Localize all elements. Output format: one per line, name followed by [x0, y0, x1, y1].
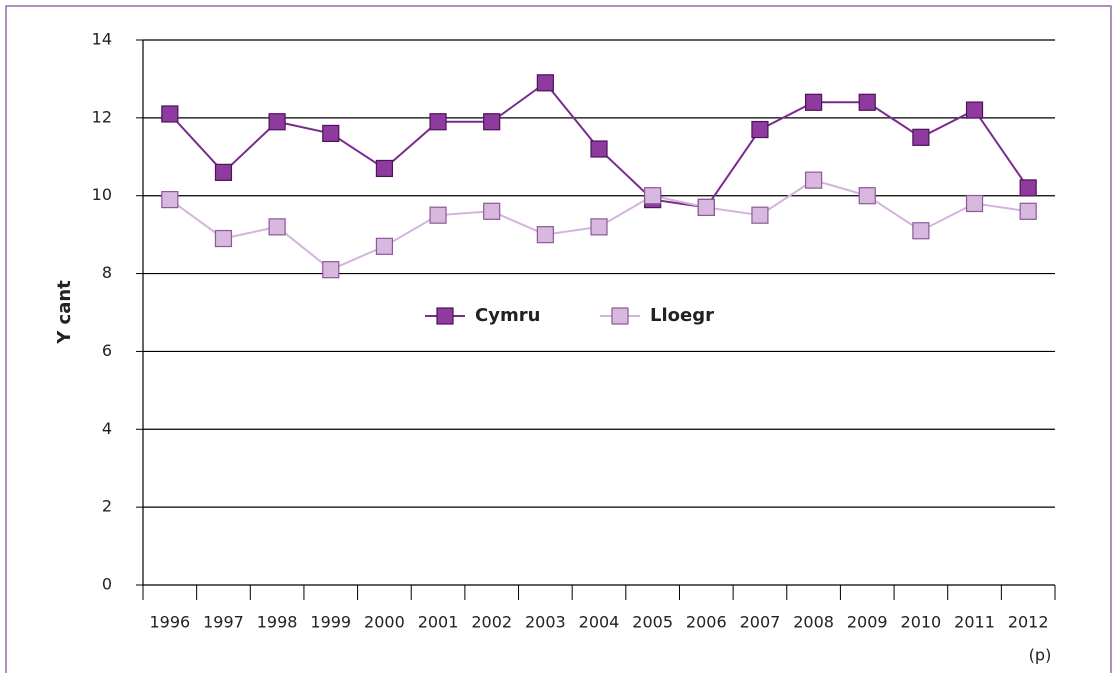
data-point — [912, 222, 930, 240]
data-point — [375, 237, 394, 255]
data-point — [161, 105, 179, 123]
data-point — [644, 187, 662, 205]
x-tick-label: 2008 — [793, 613, 834, 632]
data-point — [590, 140, 608, 158]
y-tick-label: 6 — [102, 341, 112, 360]
data-point — [965, 194, 984, 213]
data-point — [483, 113, 501, 131]
data-point — [536, 74, 554, 92]
x-tick-label: 2000 — [364, 613, 405, 632]
x-tick-label: 1996 — [149, 613, 190, 632]
y-tick-label: 4 — [102, 419, 112, 438]
x-tick-label: 2003 — [525, 613, 566, 632]
data-point — [429, 206, 447, 224]
x-tick-label: 2007 — [740, 613, 781, 632]
legend-label: Cymru — [475, 305, 540, 326]
legend-marker — [611, 307, 629, 325]
data-point — [697, 198, 715, 216]
y-tick-label: 0 — [102, 575, 112, 594]
y-tick-label: 8 — [102, 263, 112, 282]
data-point — [214, 163, 233, 181]
x-tick-label: 2004 — [579, 613, 620, 632]
data-point — [1019, 179, 1037, 197]
y-tick-label: 2 — [102, 497, 112, 516]
data-point — [804, 93, 823, 111]
x-tick-label: 2009 — [847, 613, 888, 632]
x-tick-label: 2012 — [1008, 613, 1049, 632]
x-tick-label: 2001 — [418, 613, 459, 632]
data-point — [965, 101, 984, 119]
x-tick-label: 2005 — [632, 613, 673, 632]
data-point — [161, 191, 179, 209]
data-point — [912, 128, 930, 146]
data-point — [751, 120, 769, 139]
data-point — [268, 113, 286, 131]
x-tick-label: 2010 — [901, 613, 942, 632]
x-tick-label: 1999 — [310, 613, 351, 632]
frame — [5, 5, 1112, 673]
legend-label: Lloegr — [650, 305, 714, 326]
data-point — [375, 159, 394, 178]
legend-marker — [436, 307, 454, 325]
y-tick-label: 14 — [92, 30, 112, 49]
x-tick-label: 2006 — [686, 613, 727, 632]
y-tick-label: 12 — [92, 107, 112, 126]
data-point — [268, 218, 286, 236]
x-tick-label: 2011 — [954, 613, 995, 632]
x-tick-label: 1998 — [257, 613, 298, 632]
data-point — [322, 261, 340, 279]
y-axis-label: Y cant — [54, 280, 75, 345]
y-tick-label: 10 — [92, 185, 112, 204]
x-tick-label: 1997 — [203, 613, 244, 632]
data-point — [322, 124, 340, 143]
data-point — [483, 202, 501, 220]
data-point — [804, 171, 823, 189]
x-tick-label: 2002 — [471, 613, 512, 632]
data-point — [590, 218, 608, 236]
data-point — [1019, 202, 1037, 220]
note: (p) — [1029, 646, 1052, 665]
data-point — [858, 187, 876, 205]
data-point — [429, 113, 447, 131]
data-point — [214, 229, 233, 248]
data-point — [751, 206, 769, 224]
data-point — [858, 93, 876, 111]
data-point — [536, 226, 554, 244]
